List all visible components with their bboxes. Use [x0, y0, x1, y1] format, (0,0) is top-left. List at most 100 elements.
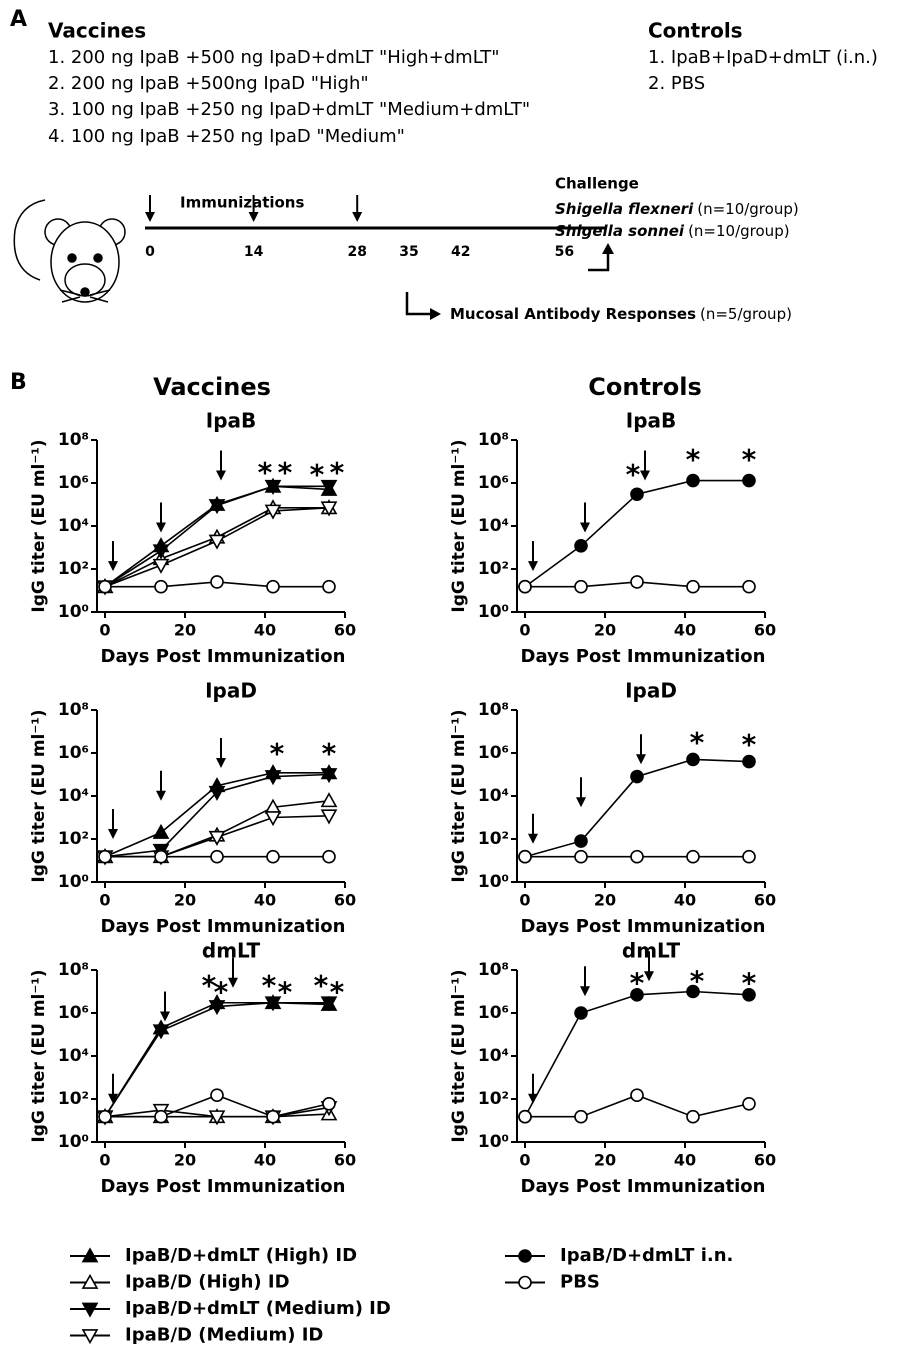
legend-symbol	[81, 1273, 99, 1289]
data-point	[742, 579, 756, 594]
vaccine-item: 2. 200 ng IpaB +500ng IpaD "High"	[48, 73, 369, 94]
data-point	[210, 1088, 224, 1103]
y-tick-label: 10⁶	[478, 743, 509, 763]
timeline-day: 14	[244, 244, 264, 260]
data-point	[686, 984, 700, 999]
significance-star: *	[310, 458, 325, 491]
challenge-arrow	[588, 252, 610, 272]
immunization-arrowhead	[145, 212, 155, 222]
x-tick-label: 0	[519, 1151, 530, 1170]
x-tick-label: 40	[254, 1151, 276, 1170]
legend-label: IpaB/D+dmLT (High) ID	[125, 1245, 357, 1266]
data-point	[320, 792, 338, 808]
x-tick-label: 0	[99, 621, 110, 640]
data-point	[208, 1000, 226, 1016]
mucosal-n: (n=5/group)	[700, 305, 792, 323]
data-point	[574, 1006, 588, 1020]
y-tick-label: 10⁰	[58, 872, 89, 892]
timeline-day: 56	[555, 244, 574, 260]
x-tick-label: 40	[254, 891, 276, 910]
y-tick-label: 10⁰	[478, 602, 509, 622]
data-point	[742, 1096, 756, 1111]
data-point	[98, 849, 112, 864]
chart-title: IpaD	[205, 679, 257, 703]
data-point	[686, 579, 700, 594]
column-title: Vaccines	[153, 373, 271, 401]
data-point	[574, 579, 588, 594]
data-point	[322, 579, 336, 594]
data-point	[574, 538, 588, 553]
y-tick-label: 10⁴	[58, 516, 89, 536]
x-tick-label: 60	[334, 891, 356, 910]
x-axis-label: Days Post Immunization	[101, 1176, 346, 1197]
data-point	[742, 473, 756, 488]
data-point	[686, 1109, 700, 1124]
immunization-arrowhead	[156, 790, 166, 801]
immunization-arrowhead	[636, 754, 646, 765]
legend-symbol	[81, 1302, 99, 1318]
y-tick-label: 10²	[58, 1089, 89, 1109]
chart-title: IpaB	[626, 409, 677, 433]
panel-label: B	[10, 370, 27, 395]
y-tick-label: 10⁶	[58, 1003, 89, 1023]
strain-n: (n=10/group)	[688, 222, 789, 240]
data-point	[152, 1024, 170, 1040]
data-point	[518, 1109, 532, 1124]
legend-label: IpaB/D+dmLT i.n.	[560, 1245, 733, 1266]
immunization-arrowhead	[108, 829, 118, 839]
immunization-arrowhead	[580, 522, 590, 533]
significance-star: *	[630, 967, 645, 1000]
legend-symbol	[81, 1247, 99, 1263]
vaccines-title: Vaccines	[48, 19, 146, 43]
significance-star: *	[742, 443, 757, 476]
mucosal-arrow	[405, 292, 432, 316]
data-point	[208, 534, 226, 550]
significance-star: *	[330, 456, 345, 489]
y-tick-label: 10⁴	[58, 1046, 89, 1066]
data-point	[264, 504, 282, 520]
chart-title: IpaD	[625, 679, 677, 703]
y-tick-label: 10²	[58, 829, 89, 849]
mucosal-label: Mucosal Antibody Responses (n=5/group)	[450, 305, 792, 323]
immunization-arrowhead	[528, 561, 538, 572]
y-tick-label: 10⁸	[58, 430, 89, 450]
x-tick-label: 20	[594, 621, 616, 640]
legend-label: IpaB/D (Medium) ID	[125, 1325, 323, 1346]
data-point	[518, 579, 532, 594]
data-point	[686, 849, 700, 864]
y-tick-label: 10⁸	[478, 960, 509, 980]
strain-name: Shigella flexneri	[555, 200, 694, 218]
x-axis-label: Days Post Immunization	[101, 916, 346, 937]
data-point	[154, 1109, 168, 1124]
data-point	[266, 579, 280, 594]
timeline-day: 42	[451, 244, 470, 260]
data-point	[264, 770, 282, 786]
y-tick-label: 10²	[478, 829, 509, 849]
chart-title: IpaB	[206, 409, 257, 433]
x-axis-label: Days Post Immunization	[521, 916, 766, 937]
data-point	[98, 579, 112, 594]
data-point	[152, 544, 170, 560]
significance-star: *	[626, 458, 641, 491]
panel-label: A	[10, 7, 27, 32]
data-point	[574, 834, 588, 848]
data-point	[210, 575, 224, 589]
immunization-arrowhead	[528, 1093, 538, 1104]
data-point	[320, 996, 338, 1012]
significance-star: *	[742, 967, 757, 1000]
immunization-arrowhead	[156, 522, 166, 533]
data-point	[264, 479, 282, 495]
significance-star: *	[690, 726, 705, 759]
y-axis-label: IgG titer (EU ml⁻¹)	[29, 709, 49, 882]
y-tick-label: 10⁴	[478, 786, 509, 806]
x-tick-label: 60	[334, 1151, 356, 1170]
y-tick-label: 10⁸	[58, 960, 89, 980]
controls-title: Controls	[648, 19, 743, 43]
immunization-arrowhead	[248, 212, 259, 222]
challenge-label: Challenge	[555, 175, 639, 193]
x-axis-label: Days Post Immunization	[521, 1176, 766, 1197]
y-tick-label: 10⁸	[478, 430, 509, 450]
control-item: 2. PBS	[648, 73, 705, 94]
significance-star: *	[278, 456, 293, 489]
x-tick-label: 0	[519, 891, 530, 910]
